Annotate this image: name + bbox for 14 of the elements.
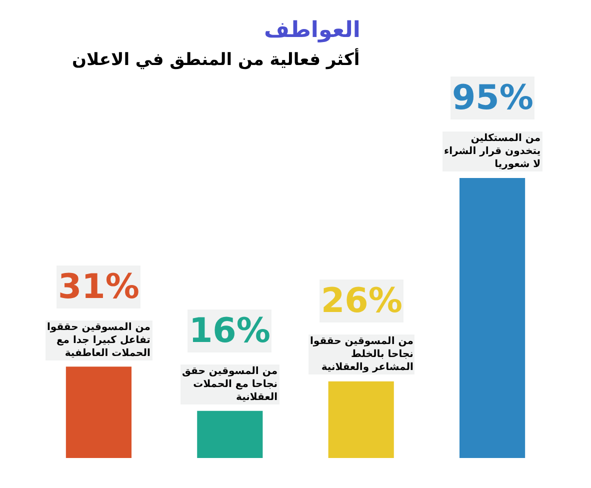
bar [197, 410, 263, 458]
x-tick-label: من المسوقين حققوا تفاعل كبيرا جدا مع الحملات العاطفية [47, 322, 151, 359]
data-label: 26% [321, 281, 402, 321]
bar [459, 178, 526, 458]
x-tick-label: من المسوقين حقق نجاحا مع الحملات العقلانية [182, 366, 278, 403]
bar [66, 366, 132, 458]
data-label: 31% [58, 267, 140, 307]
data-label: 16% [189, 311, 270, 351]
x-tick-label: من المستكلين يتخدون قرار الشراء لا شعوريا [444, 133, 541, 170]
chart-subtitle: أكثر فعالية من المنطق في الاعلان [72, 48, 360, 70]
x-tick-label: من المسوقين حققوا نجاحا بالخلط المشاعر والعقلانية [310, 336, 414, 373]
chart-title: العواطف [264, 18, 360, 43]
bar [328, 381, 394, 458]
data-label: 95% [452, 78, 534, 118]
